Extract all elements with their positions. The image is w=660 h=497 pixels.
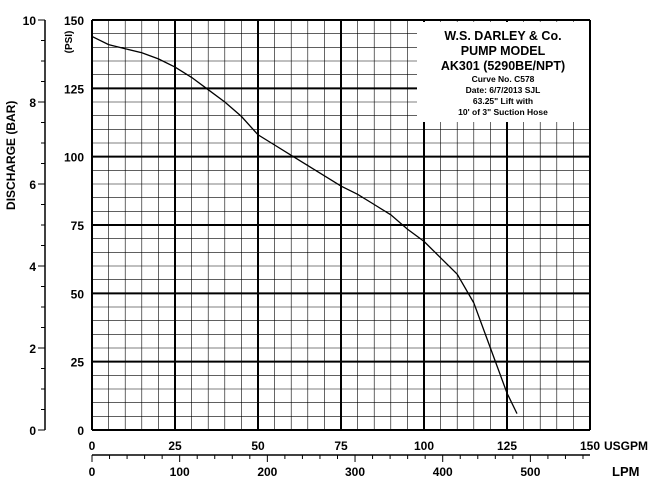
hose-note: 10' of 3" Suction Hose	[458, 107, 548, 117]
lpm-tick-label: 500	[520, 465, 540, 479]
lpm-tick-label: 100	[170, 465, 190, 479]
lpm-tick-label: 400	[433, 465, 453, 479]
pump-model-label: PUMP MODEL	[460, 44, 546, 58]
bar-tick-label: 6	[29, 178, 36, 192]
curve-number: Curve No. C578	[471, 74, 535, 84]
curve-date: Date: 6/7/2013 SJL	[465, 85, 541, 95]
psi-tick-label: 150	[64, 14, 84, 28]
x-axis-title-usgpm: USGPM	[604, 439, 648, 453]
usgpm-tick-label: 25	[168, 439, 182, 453]
series-layer	[91, 35, 518, 414]
bar-tick-label: 8	[29, 96, 36, 110]
curve-info-box: W.S. DARLEY & Co. PUMP MODEL AK301 (5290…	[417, 22, 589, 122]
axes	[38, 19, 590, 462]
series-line	[91, 35, 518, 414]
bar-tick-label: 10	[23, 14, 37, 28]
psi-tick-label: 100	[64, 151, 84, 165]
usgpm-tick-label: 150	[580, 439, 600, 453]
usgpm-tick-label: 125	[497, 439, 517, 453]
usgpm-tick-label: 0	[89, 439, 96, 453]
psi-tick-label: 75	[71, 219, 85, 233]
lift-note: 63.25" Lift with	[472, 96, 534, 106]
bar-tick-label: 4	[29, 260, 36, 274]
y-axis-title-bar: DISCHARGE (BAR)	[4, 101, 18, 210]
bar-tick-label: 0	[29, 424, 36, 438]
psi-tick-label: 25	[71, 356, 85, 370]
psi-tick-label: 50	[71, 287, 85, 301]
usgpm-tick-label: 100	[414, 439, 434, 453]
company-name: W.S. DARLEY & Co.	[444, 29, 562, 43]
y-axis-title-psi: (PSI)	[64, 31, 75, 54]
pump-model-number: AK301 (5290BE/NPT)	[440, 59, 566, 73]
usgpm-tick-label: 50	[251, 439, 265, 453]
lpm-tick-label: 0	[89, 465, 96, 479]
psi-tick-label: 125	[64, 82, 84, 96]
lpm-tick-label: 300	[345, 465, 365, 479]
lpm-tick-label: 200	[257, 465, 277, 479]
bar-tick-label: 2	[29, 342, 36, 356]
x-axis-title-lpm: LPM	[612, 464, 639, 479]
usgpm-tick-label: 75	[334, 439, 348, 453]
psi-tick-label: 0	[77, 424, 84, 438]
